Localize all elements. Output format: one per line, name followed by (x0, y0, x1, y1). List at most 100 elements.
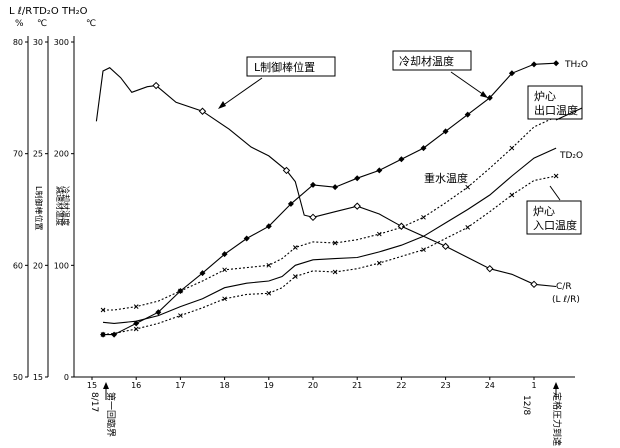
label-outlet-1: 炉心 (534, 90, 556, 103)
unit-percent: % (15, 19, 24, 29)
label-heavy-water: 重水温度 (424, 171, 468, 185)
series-lr-point (530, 280, 538, 289)
x-tick-label: 18 (220, 381, 230, 390)
series-outlet-point (332, 240, 338, 246)
y-tick-label: 25 (33, 150, 43, 159)
series-inlet-point (178, 313, 183, 318)
x-tick-label: 23 (441, 381, 451, 390)
series-inlet-point (133, 326, 139, 332)
axis-td-title: 減速材温度 (55, 186, 65, 226)
y-tick-label: 300 (54, 38, 69, 47)
series-outlet-line (103, 116, 557, 311)
series-th2o-point (221, 251, 228, 258)
series-th2o-line (103, 62, 557, 336)
y-tick-label: 60 (13, 261, 23, 270)
series-outlet-point (292, 245, 298, 250)
end-text: 定格圧力到達 (551, 392, 563, 446)
series-lr-line (95, 67, 557, 288)
series-th2o-point (508, 70, 515, 77)
series-th2o-point (531, 61, 537, 68)
series-inlet-point (222, 296, 227, 302)
series-th2o-point (155, 309, 162, 316)
series-outlet-point (100, 307, 106, 313)
series-outlet-point (133, 304, 139, 310)
series-th2o-point (265, 223, 272, 230)
series-th2o-point (354, 175, 361, 182)
end-arrow-head (553, 382, 559, 389)
x-tick-label: 24 (485, 381, 495, 390)
series-lr-point (152, 81, 160, 90)
series-th2o-point (199, 270, 206, 277)
arrow-coolant (450, 71, 485, 96)
start-date: 8/17 (89, 392, 99, 412)
series-th2o-point (243, 235, 250, 242)
label-cr-end-sub: (L ℓ/R) (552, 295, 580, 305)
x-tick-label: 1 (531, 381, 536, 390)
label-box-inlet (526, 200, 582, 235)
x-tick-label: 15 (87, 381, 97, 390)
start-text: 第一回臨界 (105, 392, 117, 437)
y-tick-label: 100 (54, 261, 69, 270)
series-inlet-point (100, 332, 106, 337)
label-inlet-2: 入口温度 (533, 218, 577, 232)
axis-top-th2o: TH₂O (61, 6, 88, 17)
series-inlet-point (509, 192, 515, 198)
series-outlet-point (376, 231, 382, 237)
x-tick-label: 21 (352, 381, 362, 390)
label-inlet-1: 炉心 (533, 205, 555, 218)
y-tick-label: 70 (13, 150, 23, 159)
series-outlet-point (465, 184, 471, 190)
series-outlet-point (178, 288, 183, 294)
x-tick-label: 16 (131, 381, 141, 390)
arrow-outlet (555, 107, 583, 121)
start-arrow-head (103, 382, 109, 389)
label-cr-end: C/R (556, 282, 572, 292)
series-th2o-point (287, 200, 294, 207)
y-tick-label: 80 (13, 38, 23, 47)
series-th2o-point (420, 145, 427, 152)
series-inlet-point (376, 260, 382, 266)
series-th2o-point (486, 94, 493, 101)
label-td2o-end: TD₂O (559, 151, 583, 161)
x-tick-label: 19 (264, 381, 274, 390)
label-coolant: 冷却材温度 (399, 54, 454, 68)
series-inlet-point (292, 274, 298, 279)
series-group (95, 60, 560, 338)
series-outlet-point (266, 262, 272, 268)
series-th2o-point (553, 60, 560, 67)
label-outlet-2: 出口温度 (534, 103, 578, 117)
series-outlet-point (222, 267, 227, 273)
series-th2o-point (442, 128, 449, 135)
series-lr-point (198, 107, 207, 115)
label-box-control-rod (246, 56, 336, 77)
series-inlet-point (465, 225, 471, 230)
series-outlet-point (421, 214, 426, 220)
axis-top-td2o: TD₂O (32, 6, 59, 17)
series-lr-point (486, 264, 494, 273)
axis-top-lr: L ℓ/R (9, 6, 32, 17)
arrow-head-control-rod (218, 101, 226, 109)
label-box-coolant (392, 50, 472, 71)
series-inlet-point (553, 173, 559, 179)
series-th2o-point (310, 181, 316, 188)
y-tick-label: 0 (64, 373, 69, 382)
series-th2o-point (376, 167, 383, 174)
arrow-inlet (549, 185, 561, 201)
label-th2o-end: TH₂O (564, 60, 588, 70)
series-inlet-line (102, 175, 557, 336)
series-inlet-point (421, 247, 426, 253)
y-tick-label: 30 (33, 38, 43, 47)
series-lr-point (353, 202, 361, 210)
axis-th-title: 冷却材温度 (61, 186, 71, 226)
y-tick-label: 15 (33, 373, 43, 382)
y-tick-label: 20 (33, 261, 43, 270)
series-th2o-point (398, 156, 405, 163)
series-inlet-point (332, 269, 338, 275)
series-inlet-point (266, 290, 272, 296)
series-lr-point (441, 242, 450, 251)
axis-l-title: L制御棒位置 (34, 186, 44, 230)
arrow-head-coolant (480, 91, 488, 98)
series-lr-point (309, 213, 317, 222)
